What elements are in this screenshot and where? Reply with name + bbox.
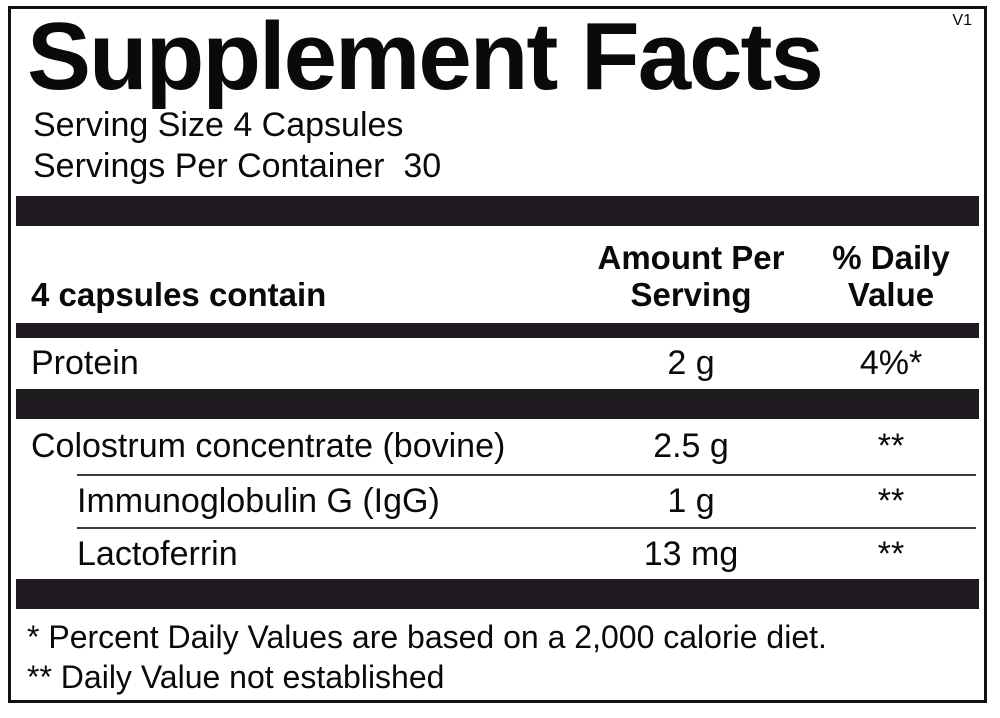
header-daily-value: % Daily Value	[806, 239, 976, 313]
row-separator	[77, 527, 976, 529]
header-dv-line2: Value	[847, 276, 935, 313]
table-row-lactoferrin: Lactoferrin 13 mg **	[11, 529, 984, 579]
table-row-protein: Protein 2 g 4%*	[11, 338, 984, 389]
ingredient-name: Protein	[31, 344, 139, 382]
panel-title: Supplement Facts	[27, 6, 824, 110]
divider-bar-mid	[16, 389, 979, 419]
footnotes: * Percent Daily Values are based on a 2,…	[11, 609, 984, 697]
ingredient-daily-value: **	[877, 482, 905, 520]
header-amount-line2: Serving	[630, 276, 752, 313]
header-dv-line1: % Daily	[832, 239, 950, 276]
serving-size-text: Serving Size 4 Capsules	[33, 106, 404, 144]
ingredient-amount: 2.5 g	[653, 427, 729, 465]
row-separator	[77, 474, 976, 476]
footnote-percent-dv: * Percent Daily Values are based on a 2,…	[27, 619, 827, 655]
ingredient-amount: 2 g	[667, 344, 715, 382]
table-row-immunoglobulin: Immunoglobulin G (IgG) 1 g **	[11, 476, 984, 527]
divider-bar-top	[16, 196, 979, 226]
ingredient-amount: 13 mg	[643, 534, 739, 573]
ingredient-name: Immunoglobulin G (IgG)	[77, 482, 440, 520]
ingredient-daily-value: 4%*	[859, 344, 923, 382]
table-header-row: 4 capsules contain Amount Per Serving % …	[11, 226, 984, 323]
footnote-not-established: ** Daily Value not established	[27, 659, 445, 695]
servings-per-container-text: Servings Per Container 30	[33, 147, 442, 185]
divider-bar-header	[16, 323, 979, 338]
table-row-colostrum: Colostrum concentrate (bovine) 2.5 g **	[11, 419, 984, 474]
ingredient-daily-value: **	[877, 534, 905, 573]
divider-bar-bottom	[16, 579, 979, 609]
supplement-facts-panel: V1 Supplement Facts Serving Size 4 Capsu…	[8, 6, 987, 703]
serving-info: Serving Size 4 Capsules Servings Per Con…	[33, 105, 984, 187]
ingredient-daily-value: **	[877, 427, 905, 465]
version-tag: V1	[952, 12, 972, 29]
header-amount-line1: Amount Per	[597, 239, 785, 276]
ingredient-name: Colostrum concentrate (bovine)	[31, 427, 506, 465]
header-contains: 4 capsules contain	[31, 276, 327, 313]
ingredient-amount: 1 g	[667, 482, 715, 520]
ingredient-name: Lactoferrin	[77, 534, 238, 573]
header-amount-per-serving: Amount Per Serving	[576, 239, 806, 313]
